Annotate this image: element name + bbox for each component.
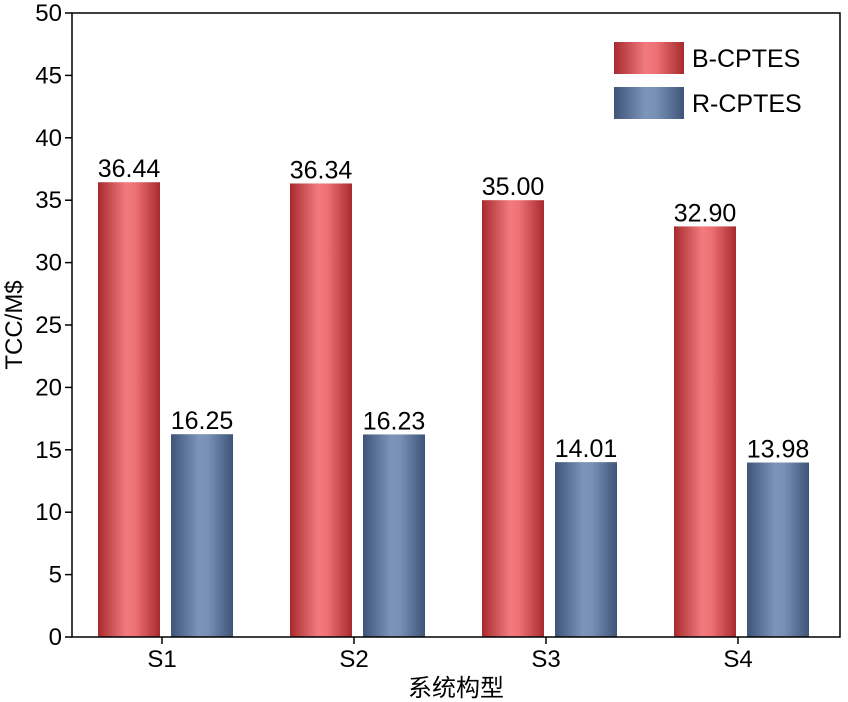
y-tick-label: 5 xyxy=(49,562,62,589)
y-tick-label: 20 xyxy=(35,374,62,401)
legend-label: R-CPTES xyxy=(692,90,802,118)
bar-value-labels: 36.44 16.25 36.34 16.23 35.00 14.01 32.90 13.98 xyxy=(98,155,810,463)
bar-r-cptes-s3 xyxy=(555,462,617,637)
y-tick-label: 40 xyxy=(35,125,62,152)
y-tick-label: 35 xyxy=(35,187,62,214)
bar-value-label: 36.34 xyxy=(290,156,353,184)
legend-swatch-r-cptes xyxy=(614,87,684,119)
y-tick-label: 15 xyxy=(35,437,62,464)
bar-value-label: 16.23 xyxy=(363,407,426,435)
bar-value-label: 16.25 xyxy=(171,407,234,435)
bar-b-cptes-s3 xyxy=(482,200,544,637)
x-axis-ticks: S1 S2 S3 S4 xyxy=(147,637,753,673)
legend-label: B-CPTES xyxy=(692,45,800,73)
y-tick-label: 25 xyxy=(35,312,62,339)
y-tick-label: 45 xyxy=(35,62,62,89)
bar-value-label: 14.01 xyxy=(555,435,618,463)
x-tick-label: S3 xyxy=(531,646,560,673)
bar-r-cptes-s2 xyxy=(363,434,425,637)
y-tick-label: 30 xyxy=(35,250,62,277)
bar-value-label: 35.00 xyxy=(482,173,545,201)
x-tick-label: S1 xyxy=(147,646,176,673)
plot-frame xyxy=(71,12,841,638)
bar-b-cptes-s2 xyxy=(290,183,352,637)
x-tick-label: S4 xyxy=(723,646,752,673)
bar-value-label: 13.98 xyxy=(747,436,810,464)
bar-b-cptes-s1 xyxy=(98,182,160,637)
y-tick-label: 10 xyxy=(35,499,62,526)
bar-value-label: 36.44 xyxy=(98,155,161,183)
bar-r-cptes-s1 xyxy=(171,434,233,637)
y-tick-label: 50 xyxy=(35,0,62,27)
bars xyxy=(98,182,809,637)
legend-swatch-b-cptes xyxy=(614,42,684,74)
bar-r-cptes-s4 xyxy=(747,462,809,637)
bar-b-cptes-s4 xyxy=(674,226,736,637)
y-tick-label: 0 xyxy=(49,624,62,651)
x-tick-label: S2 xyxy=(339,646,368,673)
y-axis-ticks: 0 5 10 15 20 25 30 35 40 45 50 xyxy=(35,0,72,651)
x-axis-title: 系统构型 xyxy=(408,675,504,702)
legend: B-CPTES R-CPTES xyxy=(614,42,802,119)
bar-value-label: 32.90 xyxy=(674,199,737,227)
y-axis-title: TCC/M$ xyxy=(1,280,28,369)
